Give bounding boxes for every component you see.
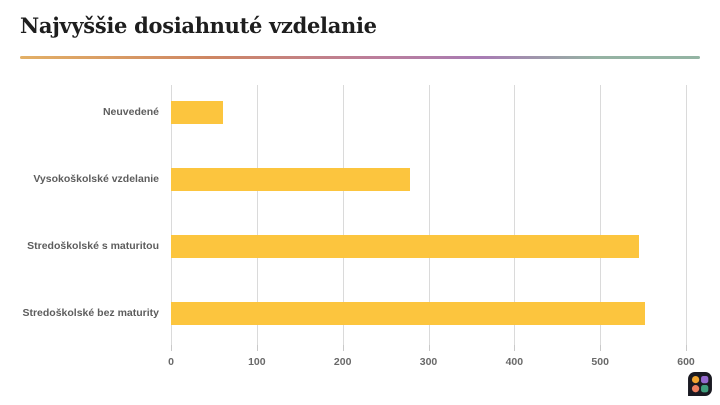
axis-tick-600	[686, 345, 687, 351]
axis-tick-300	[428, 345, 430, 351]
bar[interactable]	[171, 100, 223, 124]
gridline-200	[342, 85, 344, 345]
plot-area: 0 100 200 300 400 500 600	[168, 85, 695, 368]
axis-tick-0	[171, 345, 172, 351]
page-title: Najvyššie dosiahnuté vzdelanie	[20, 13, 377, 38]
x-axis-label-600: 600	[677, 356, 695, 368]
axis-tick-200	[342, 345, 344, 351]
x-axis-label-500: 500	[591, 356, 609, 368]
x-axis-label-300: 300	[419, 356, 438, 368]
logo-quadrant-bottom-left	[691, 385, 700, 393]
gridline-400	[514, 85, 516, 345]
category-labels: Neuvedené Vysokoškolské vzdelanie Stredošk…	[0, 85, 165, 345]
gridline-600	[686, 85, 687, 345]
x-axis-label-0: 0	[168, 356, 174, 368]
gridline-0	[171, 85, 172, 345]
gridline-300	[428, 85, 430, 345]
gridline-100	[256, 85, 258, 345]
category-label: Stredoškolské bez maturity	[22, 307, 159, 320]
bar[interactable]	[171, 302, 645, 326]
flourish-logo[interactable]	[687, 371, 713, 397]
x-axis-label-100: 100	[248, 356, 266, 368]
axis-tick-400	[514, 345, 516, 351]
gridline-500	[600, 85, 602, 345]
logo-quadrant-top-left	[691, 375, 700, 384]
bar[interactable]	[171, 167, 410, 191]
x-axis-label-400: 400	[505, 356, 524, 368]
logo-bubble	[688, 372, 712, 396]
logo-quadrant-bottom-right	[701, 385, 709, 393]
axis-tick-500	[600, 345, 602, 351]
category-label: Vysokoškolské vzdelanie	[33, 172, 159, 185]
category-label: Stredoškolské s maturitou	[27, 240, 159, 253]
logo-quadrant-top-right	[701, 375, 709, 384]
axis-tick-100	[256, 345, 258, 351]
bar[interactable]	[171, 235, 639, 259]
x-axis-label-200: 200	[333, 356, 352, 368]
category-label: Neuvedené	[102, 105, 159, 118]
title-divider-gradient	[20, 56, 700, 59]
